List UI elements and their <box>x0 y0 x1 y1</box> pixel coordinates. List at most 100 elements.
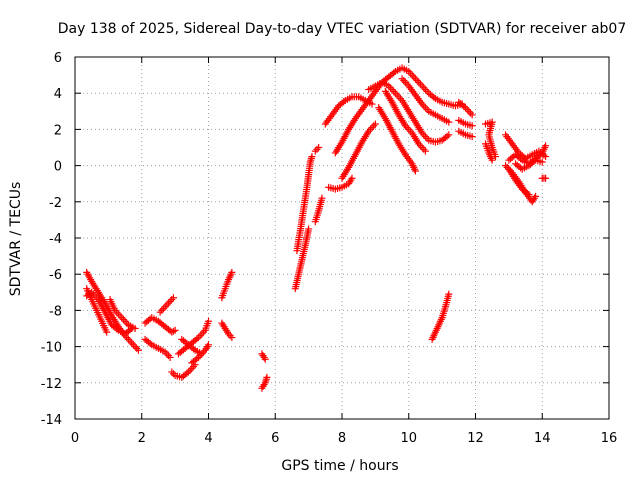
series-arc-12 <box>218 268 236 302</box>
data-point <box>205 317 212 325</box>
data-point <box>418 82 426 90</box>
data-point <box>171 326 179 334</box>
data-point <box>146 339 154 347</box>
data-point <box>103 328 111 336</box>
x-tick-label: 10 <box>400 431 417 446</box>
data-point <box>121 317 129 325</box>
y-axis-label: SDTVAR / TECUs <box>8 182 24 297</box>
data-point <box>131 343 139 351</box>
data-point <box>393 91 401 99</box>
x-tick-label: 0 <box>71 431 79 446</box>
series-arc-16 <box>291 225 313 293</box>
y-tick-label: 0 <box>54 160 62 175</box>
data-point <box>370 122 378 130</box>
series-arc-26 <box>381 87 429 155</box>
series-arc-32 <box>482 118 500 161</box>
data-point <box>371 120 379 128</box>
series-arc-31 <box>455 127 476 141</box>
data-point <box>395 93 403 101</box>
data-point <box>460 102 468 110</box>
data-point <box>408 71 416 79</box>
data-point <box>156 308 164 316</box>
data-point <box>401 78 409 86</box>
data-point <box>313 145 321 153</box>
y-tick-label: -2 <box>49 196 62 211</box>
y-tick-label: -12 <box>41 377 62 392</box>
series-arc-5 <box>141 335 174 361</box>
x-tick-label: 4 <box>204 431 212 446</box>
data-point <box>315 144 323 151</box>
series-arc-19 <box>311 144 323 155</box>
series-arc-37 <box>502 131 550 162</box>
data-point <box>421 147 429 155</box>
data-point <box>488 156 496 164</box>
data-point <box>443 132 451 140</box>
series-arc-38 <box>512 156 546 173</box>
series-arc-8 <box>168 361 199 381</box>
data-point <box>468 122 476 130</box>
series-arc-24 <box>365 78 453 146</box>
data-point <box>398 75 406 83</box>
data-point <box>205 341 212 349</box>
data-point <box>126 337 134 345</box>
data-point <box>183 369 191 377</box>
data-point <box>540 151 548 159</box>
data-point <box>119 315 127 323</box>
data-point <box>415 78 423 86</box>
data-point <box>530 158 538 166</box>
data-point <box>542 153 550 161</box>
data-point <box>400 77 408 85</box>
y-tick-label: -4 <box>49 232 62 247</box>
series-arc-14 <box>258 350 269 363</box>
series-arc-33 <box>482 140 496 164</box>
x-tick-label: 14 <box>534 431 551 446</box>
y-tick-label: -10 <box>41 341 62 356</box>
x-axis-label: GPS time / hours <box>281 458 398 474</box>
series-arc-3 <box>83 288 136 338</box>
data-point <box>134 346 142 354</box>
data-point <box>193 335 201 343</box>
data-point <box>368 100 376 108</box>
data-point <box>421 86 429 94</box>
data-point <box>164 352 172 360</box>
data-point <box>166 297 174 305</box>
series-arc-22 <box>331 64 466 157</box>
data-point <box>368 124 376 132</box>
series-arc-11 <box>188 341 212 367</box>
data-point <box>502 162 510 170</box>
data-point <box>420 84 428 92</box>
data-point <box>445 290 453 298</box>
series-arc-28 <box>428 290 453 343</box>
series-arc-17 <box>293 153 316 255</box>
data-point <box>124 335 132 343</box>
series-arc-21 <box>325 174 356 193</box>
data-point <box>468 133 476 141</box>
data-point <box>166 353 174 361</box>
data-point <box>228 268 236 276</box>
series-arc-6 <box>141 314 179 336</box>
y-tick-label: -8 <box>49 304 62 319</box>
data-point <box>305 225 313 233</box>
data-point <box>168 368 176 376</box>
data-point <box>416 80 424 88</box>
data-point <box>113 325 121 333</box>
grid <box>75 57 609 419</box>
data-point <box>463 105 471 113</box>
series-arc-7 <box>156 294 177 316</box>
data-point <box>391 89 399 97</box>
x-tick-label: 12 <box>467 431 484 446</box>
data-point <box>158 306 166 314</box>
data-point <box>411 75 419 83</box>
series-arc-18 <box>311 194 326 226</box>
chart-title: Day 138 of 2025, Sidereal Day-to-day VTE… <box>58 21 627 37</box>
y-tick-label: -14 <box>41 413 62 428</box>
data-point <box>523 189 531 197</box>
data-point <box>340 98 348 106</box>
data-point <box>418 144 426 151</box>
x-tick-label: 16 <box>601 431 618 446</box>
data-point <box>532 192 540 200</box>
series-arc-25 <box>375 104 419 175</box>
data-point <box>198 330 206 338</box>
data-point <box>118 314 126 322</box>
